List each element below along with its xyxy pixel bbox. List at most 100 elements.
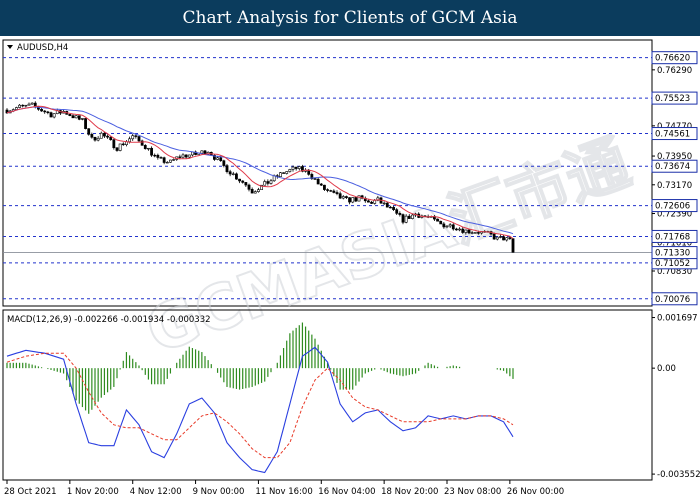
- candle-body: [499, 236, 502, 238]
- support-resistance-levels: [3, 57, 652, 300]
- candle-body: [301, 166, 304, 172]
- candle-body: [115, 147, 119, 151]
- candle-body: [392, 207, 395, 210]
- level-label-box: [651, 199, 698, 213]
- candle-body: [178, 156, 182, 158]
- candle-body: [134, 135, 138, 137]
- candle-body: [81, 118, 84, 120]
- candle-body: [436, 218, 439, 222]
- candle-body: [332, 190, 336, 193]
- macd-tick-label: 0.001697: [657, 314, 698, 324]
- candle-body: [310, 174, 314, 179]
- moving-averages: [6, 105, 514, 239]
- candle-body: [200, 150, 204, 154]
- candle-body: [156, 154, 160, 158]
- candle-body: [373, 200, 377, 204]
- candle-body: [238, 178, 241, 182]
- candle-body: [225, 165, 229, 172]
- candle-body: [411, 214, 414, 219]
- time-tick-label: 23 Nov 08:00: [444, 487, 501, 497]
- time-tick-label: 28 Oct 2021: [4, 487, 57, 497]
- candle-body: [464, 229, 468, 233]
- candle-body: [505, 237, 509, 241]
- level-label: 0.75523: [655, 94, 690, 104]
- candle-body: [253, 191, 257, 194]
- candle-body: [159, 157, 163, 159]
- level-label-box: [651, 127, 698, 141]
- candle-body: [172, 159, 175, 161]
- ma-slow-line: [6, 106, 514, 235]
- candle-body: [228, 171, 232, 175]
- candle-body: [492, 233, 496, 240]
- candle-body: [40, 108, 43, 112]
- time-tick-label: 26 Nov 00:00: [507, 487, 564, 497]
- candle-body: [121, 143, 125, 146]
- price-axis: 0.76290 0.74770 0.73950 0.73170 0.72390 0.716…: [652, 66, 692, 277]
- candle-body: [46, 111, 50, 113]
- candle-body: [147, 147, 150, 150]
- candle-body: [269, 180, 273, 184]
- candle-body: [477, 232, 480, 234]
- candle-body: [319, 183, 323, 186]
- candle-body: [118, 143, 122, 151]
- candle-body: [354, 197, 358, 202]
- candle-body: [241, 180, 245, 183]
- candle-body: [316, 178, 320, 185]
- level-label-box: [651, 292, 698, 306]
- candle-body: [140, 140, 144, 146]
- time-axis: 28 Oct 2021 1 Nov 20:00 4 Nov 12:00 9 Nov 0…: [4, 480, 564, 497]
- level-label: 0.72606: [655, 202, 690, 212]
- candle-body: [451, 224, 455, 230]
- candle-body: [385, 202, 389, 208]
- candle-body: [247, 184, 251, 190]
- macd-lines: [6, 346, 514, 474]
- time-tick-label: 1 Nov 20:00: [67, 487, 119, 497]
- level-label-box: [651, 229, 698, 243]
- candle-body: [5, 109, 9, 114]
- candle-body: [68, 114, 72, 116]
- candle-body: [96, 137, 100, 141]
- candle-body: [43, 110, 47, 113]
- candle-body: [357, 195, 361, 202]
- level-label: 0.76620: [655, 54, 690, 64]
- candle-body: [77, 115, 81, 120]
- candle-body: [313, 178, 317, 180]
- candle-body: [294, 166, 298, 169]
- candle-body: [448, 224, 452, 227]
- candle-body: [27, 103, 31, 106]
- candle-body: [338, 193, 342, 199]
- candle-body: [297, 166, 301, 169]
- candle-body: [109, 136, 113, 141]
- signal-line: [6, 352, 514, 459]
- candle-body: [461, 228, 465, 233]
- level-label: 0.74561: [655, 130, 690, 140]
- time-tick-label: 9 Nov 00:00: [193, 487, 245, 497]
- candle-body: [52, 113, 56, 118]
- candle-body: [323, 184, 326, 190]
- candle-body: [260, 184, 263, 190]
- candle-body: [470, 232, 474, 234]
- macd-histogram: [6, 322, 514, 414]
- symbol-label-group: AUDUSD,H4: [7, 43, 68, 53]
- macd-label: MACD(12,26,9) -0.002266 -0.001934 -0.000…: [7, 315, 211, 325]
- candle-body: [285, 171, 289, 174]
- candle-body: [370, 201, 373, 204]
- candle-body: [30, 102, 34, 105]
- candle-body: [244, 182, 248, 186]
- candle-body: [74, 115, 78, 119]
- time-tick-label: 4 Nov 12:00: [130, 487, 182, 497]
- candle-body: [291, 166, 295, 170]
- price-tick-label: 0.73950: [657, 152, 692, 162]
- candle-body: [15, 107, 18, 110]
- macd-line: [6, 346, 514, 474]
- candle-body: [187, 154, 191, 158]
- candle-body: [250, 189, 254, 194]
- candle-body: [263, 181, 267, 186]
- candle-body: [502, 236, 505, 241]
- candle-body: [367, 200, 370, 203]
- time-tick-label: 11 Nov 16:00: [255, 487, 312, 497]
- candle-body: [143, 145, 147, 150]
- dropdown-triangle-icon: [7, 45, 13, 49]
- candle-body: [407, 215, 411, 219]
- price-tick-label: 0.72390: [657, 210, 692, 220]
